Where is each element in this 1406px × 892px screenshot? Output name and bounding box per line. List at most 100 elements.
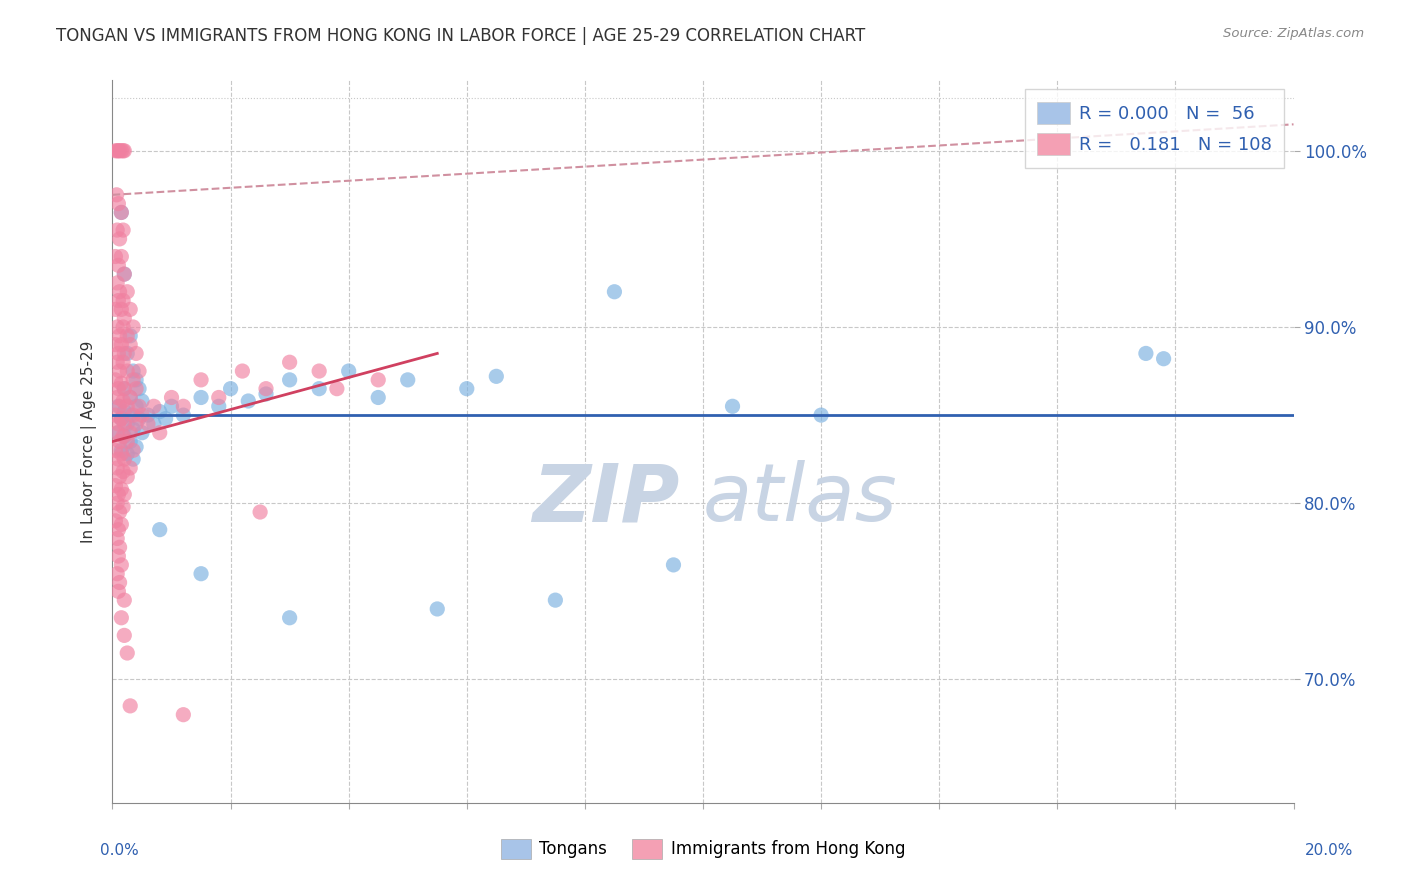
Point — [108, 470, 131, 484]
Point — [107, 144, 129, 158]
Point — [136, 408, 159, 422]
Point — [326, 382, 349, 396]
Point — [112, 144, 135, 158]
Point — [120, 391, 142, 405]
Point — [254, 387, 277, 401]
Point — [149, 523, 172, 537]
Text: 0.0%: 0.0% — [100, 843, 139, 858]
Point — [110, 482, 132, 496]
Point — [308, 382, 330, 396]
Point — [105, 391, 128, 405]
Point — [208, 399, 231, 413]
Point — [120, 391, 142, 405]
Point — [278, 355, 301, 369]
Point — [128, 382, 150, 396]
Point — [112, 593, 135, 607]
Point — [721, 399, 744, 413]
Point — [125, 440, 148, 454]
Point — [104, 373, 127, 387]
Point — [117, 470, 138, 484]
Point — [110, 411, 132, 425]
Point — [131, 408, 153, 422]
Point — [105, 425, 128, 440]
Point — [112, 223, 135, 237]
Point — [117, 447, 138, 461]
Point — [105, 461, 128, 475]
Point — [254, 382, 277, 396]
Point — [120, 698, 142, 713]
Point — [107, 382, 129, 396]
Point — [108, 505, 131, 519]
Legend: Tongans, Immigrants from Hong Kong: Tongans, Immigrants from Hong Kong — [495, 832, 911, 866]
Point — [122, 373, 145, 387]
Point — [112, 417, 135, 431]
Point — [544, 593, 567, 607]
Point — [110, 205, 132, 219]
Point — [128, 364, 150, 378]
Point — [104, 408, 127, 422]
Point — [308, 364, 330, 378]
Point — [117, 285, 138, 299]
Point — [110, 376, 132, 391]
Point — [160, 399, 183, 413]
Point — [155, 411, 177, 425]
Point — [125, 382, 148, 396]
Point — [112, 267, 135, 281]
Point — [122, 320, 145, 334]
Point — [278, 611, 301, 625]
Point — [107, 549, 129, 563]
Point — [125, 399, 148, 413]
Point — [105, 566, 128, 581]
Point — [107, 399, 129, 413]
Point — [112, 404, 135, 418]
Point — [172, 707, 194, 722]
Point — [112, 394, 135, 409]
Point — [112, 355, 135, 369]
Point — [120, 434, 142, 449]
Point — [107, 487, 129, 501]
Point — [110, 337, 132, 351]
Point — [108, 144, 131, 158]
Point — [160, 391, 183, 405]
Point — [110, 302, 132, 317]
Point — [190, 391, 212, 405]
Text: ZIP: ZIP — [531, 460, 679, 539]
Point — [110, 411, 132, 425]
Point — [112, 465, 135, 479]
Point — [112, 429, 135, 443]
Point — [104, 337, 127, 351]
Point — [136, 417, 159, 431]
Point — [603, 285, 626, 299]
Point — [190, 566, 212, 581]
Point — [107, 293, 129, 308]
Legend: R = 0.000   N =  56, R =   0.181   N = 108: R = 0.000 N = 56, R = 0.181 N = 108 — [1025, 89, 1285, 168]
Point — [278, 373, 301, 387]
Point — [131, 394, 153, 409]
Point — [337, 364, 360, 378]
Point — [112, 346, 135, 360]
Point — [128, 399, 150, 413]
Point — [120, 302, 142, 317]
Point — [105, 276, 128, 290]
Point — [396, 373, 419, 387]
Point — [104, 478, 127, 492]
Point — [112, 311, 135, 326]
Point — [112, 382, 135, 396]
Text: TONGAN VS IMMIGRANTS FROM HONG KONG IN LABOR FORCE | AGE 25-29 CORRELATION CHART: TONGAN VS IMMIGRANTS FROM HONG KONG IN L… — [56, 27, 866, 45]
Point — [190, 373, 212, 387]
Point — [108, 328, 131, 343]
Point — [105, 355, 128, 369]
Point — [208, 391, 231, 405]
Point — [426, 602, 449, 616]
Point — [108, 399, 131, 413]
Point — [108, 232, 131, 246]
Point — [104, 144, 127, 158]
Point — [149, 404, 172, 418]
Point — [367, 391, 389, 405]
Point — [107, 452, 129, 467]
Point — [110, 250, 132, 264]
Point — [120, 425, 142, 440]
Point — [149, 425, 172, 440]
Point — [110, 447, 132, 461]
Text: Source: ZipAtlas.com: Source: ZipAtlas.com — [1223, 27, 1364, 40]
